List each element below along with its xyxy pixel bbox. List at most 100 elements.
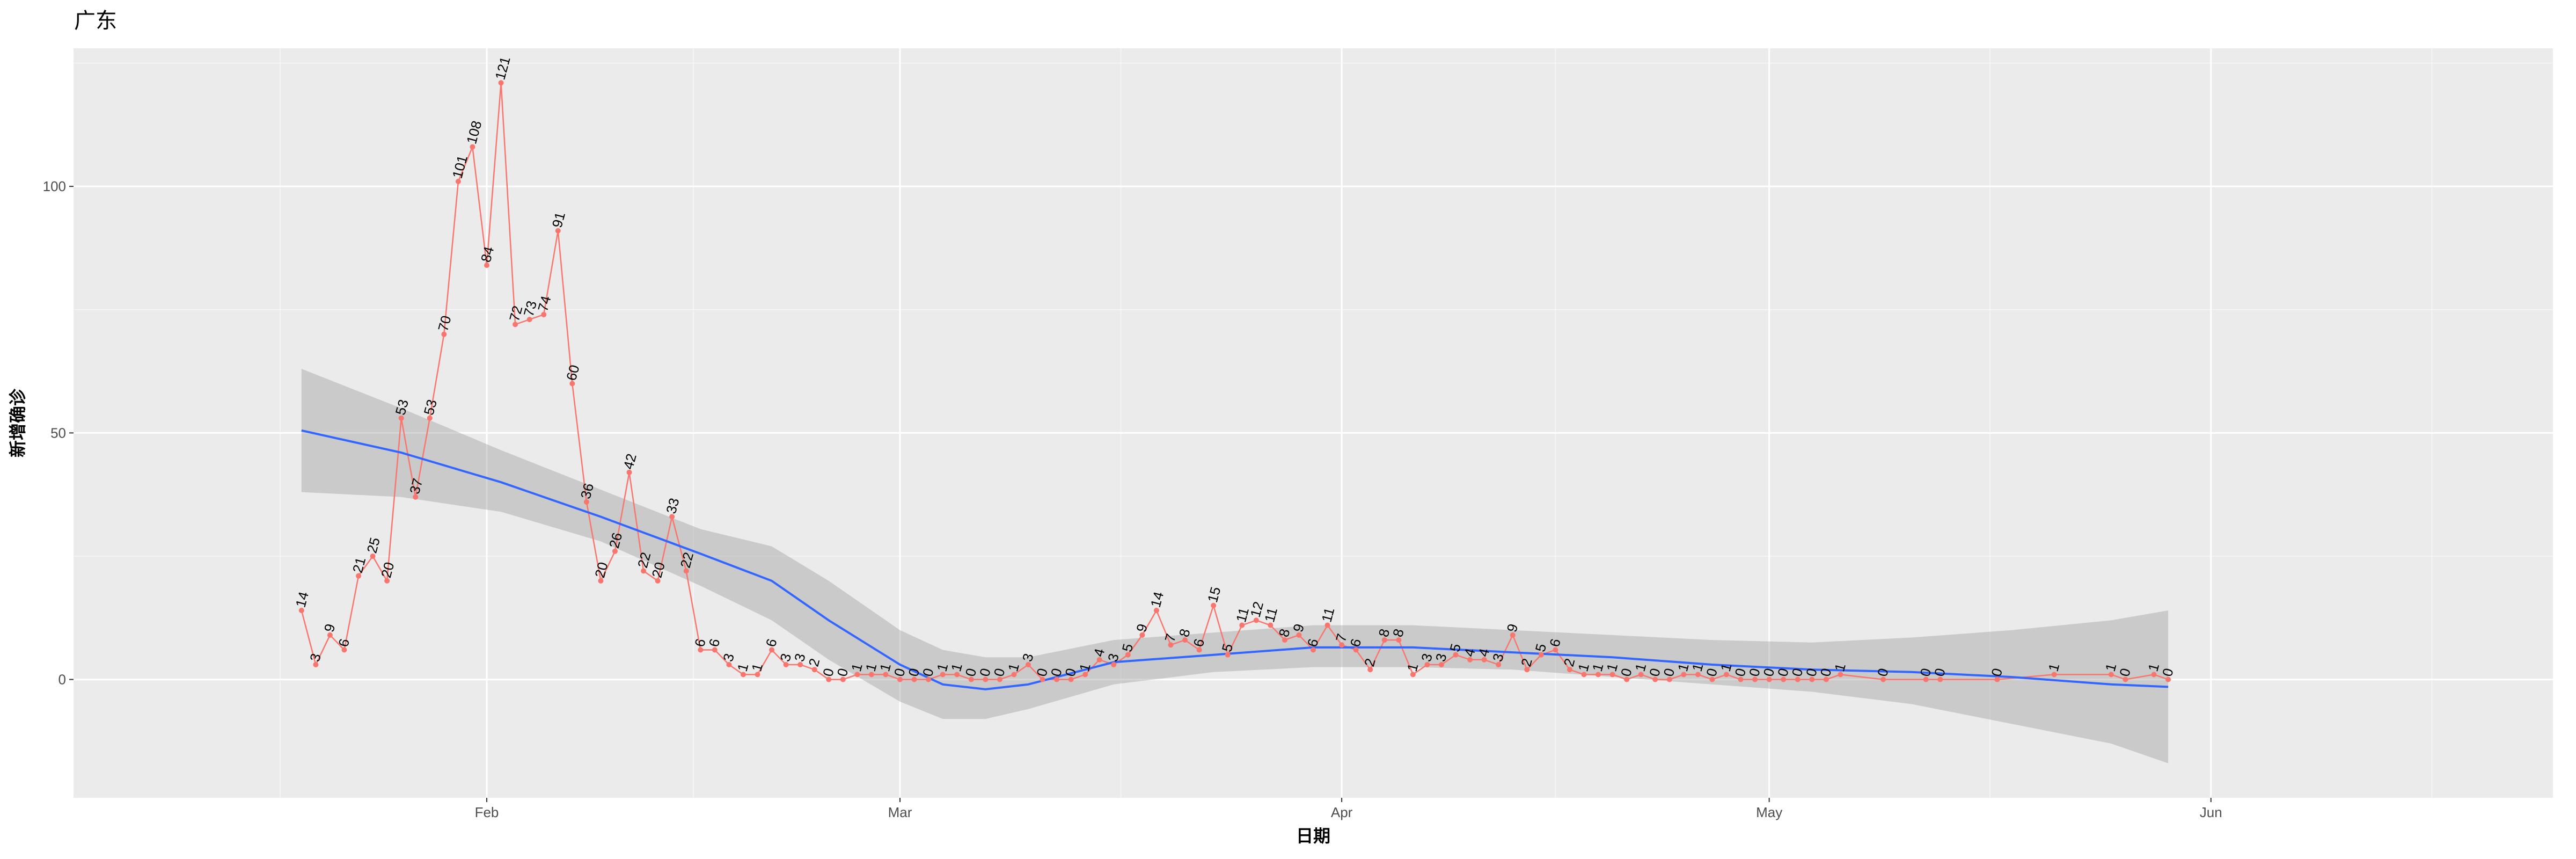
data-point — [726, 662, 732, 668]
data-point — [1994, 676, 2000, 682]
data-point — [1054, 676, 1060, 682]
data-point — [1410, 672, 1416, 678]
data-point — [1937, 676, 1943, 682]
data-point — [2051, 672, 2057, 678]
data-point — [1766, 676, 1772, 682]
data-point — [1011, 672, 1017, 678]
data-point — [1596, 672, 1601, 678]
data-point — [1396, 637, 1402, 643]
data-point — [1795, 676, 1801, 682]
data-point — [341, 647, 347, 653]
data-point — [1567, 667, 1572, 673]
data-point — [1353, 647, 1359, 653]
data-point — [1367, 667, 1373, 673]
data-point — [1068, 676, 1074, 682]
data-point — [398, 415, 404, 421]
data-point — [1282, 637, 1287, 643]
data-point — [1381, 637, 1387, 643]
data-point — [1553, 647, 1558, 653]
data-point — [1225, 652, 1231, 658]
data-point — [413, 494, 419, 500]
data-point — [1481, 657, 1487, 663]
x-tick-label: Jun — [2200, 804, 2222, 820]
y-axis-title: 新增确诊 — [8, 388, 28, 457]
data-point — [1253, 617, 1259, 623]
data-point — [1296, 632, 1302, 638]
data-point — [298, 608, 304, 613]
data-point — [1211, 602, 1217, 608]
data-point — [1239, 622, 1245, 628]
x-tick-label: Mar — [888, 804, 912, 820]
data-point — [313, 662, 319, 668]
data-point — [2108, 672, 2114, 678]
data-point — [1467, 657, 1473, 663]
data-point — [954, 672, 960, 678]
data-point — [1923, 676, 1929, 682]
data-point — [811, 667, 817, 673]
data-point — [2123, 676, 2128, 682]
x-axis-title: 日期 — [1296, 826, 1330, 846]
data-point — [1125, 652, 1131, 658]
data-point — [1268, 622, 1274, 628]
data-point — [1609, 672, 1615, 678]
data-point — [427, 415, 433, 421]
data-point — [1111, 662, 1117, 668]
y-tick-label: 50 — [50, 425, 66, 441]
data-point — [513, 322, 518, 327]
data-point — [612, 548, 618, 554]
data-point — [1196, 647, 1202, 653]
data-point — [983, 676, 989, 682]
data-point — [356, 573, 362, 579]
data-point — [669, 514, 675, 520]
data-point — [940, 672, 946, 678]
data-point — [441, 331, 447, 337]
data-point — [1538, 652, 1544, 658]
data-point — [1781, 676, 1787, 682]
data-point — [1823, 676, 1829, 682]
data-point — [698, 647, 704, 653]
x-tick-label: May — [1756, 804, 1782, 820]
data-point — [1324, 622, 1330, 628]
data-point — [1182, 637, 1188, 643]
data-point — [1880, 676, 1886, 682]
data-point — [911, 676, 917, 682]
chart-title: 广东 — [74, 9, 117, 33]
data-point — [569, 381, 575, 387]
data-point — [769, 647, 775, 653]
data-point — [683, 568, 689, 574]
data-point — [1168, 642, 1174, 648]
data-point — [1096, 657, 1102, 663]
data-point — [455, 178, 461, 184]
data-point — [470, 144, 475, 150]
data-point — [2151, 672, 2157, 678]
data-point — [854, 672, 860, 678]
data-point — [1638, 672, 1644, 678]
data-point — [1025, 662, 1031, 668]
data-point — [598, 578, 604, 584]
data-point — [997, 676, 1002, 682]
data-point — [555, 228, 561, 234]
data-point — [583, 499, 589, 505]
data-point — [1809, 676, 1815, 682]
data-point — [626, 469, 632, 475]
data-point — [327, 632, 333, 638]
data-point — [526, 317, 532, 323]
data-point — [1311, 647, 1316, 653]
y-tick-label: 0 — [58, 672, 66, 688]
plot-panel — [74, 48, 2553, 798]
data-point — [1082, 672, 1088, 678]
data-point — [1838, 672, 1843, 678]
data-point — [1453, 652, 1459, 658]
data-point — [1652, 676, 1658, 682]
data-point — [1424, 662, 1430, 668]
data-point — [1139, 632, 1145, 638]
data-point — [968, 676, 974, 682]
data-point — [498, 80, 504, 86]
data-point — [797, 662, 803, 668]
data-point — [1738, 676, 1744, 682]
data-point — [1752, 676, 1758, 682]
data-point — [484, 263, 489, 268]
data-point — [1581, 672, 1587, 678]
data-point — [868, 672, 874, 678]
